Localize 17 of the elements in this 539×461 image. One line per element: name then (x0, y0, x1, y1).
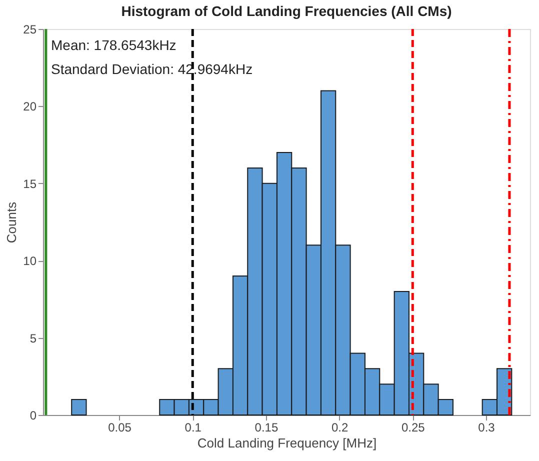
y-tick-label: 20 (23, 100, 37, 114)
x-tick-label: 0.05 (108, 420, 132, 434)
x-tick-label: 0.3 (478, 420, 496, 434)
y-axis-title: Counts (4, 201, 20, 244)
y-tick-label: 25 (23, 22, 37, 36)
x-tick-label: 0.1 (184, 420, 202, 434)
y-tick-label: 15 (23, 176, 37, 191)
y-tick-label: 0 (30, 408, 37, 422)
x-axis-title: Cold Landing Frequency [MHz] (197, 436, 377, 450)
annotation: Mean: 178.6543kHz (51, 37, 176, 53)
annotation: Standard Deviation: 42.9694kHz (51, 61, 253, 77)
y-tick-label: 10 (23, 254, 37, 268)
chart-title: Histogram of Cold Landing Frequencies (All CMs) (121, 3, 452, 19)
x-tick-label: 0.2 (331, 420, 348, 434)
x-tick-label: 0.25 (401, 420, 426, 434)
y-tick-label: 5 (30, 331, 37, 346)
x-tick-label: 0.15 (254, 420, 278, 434)
